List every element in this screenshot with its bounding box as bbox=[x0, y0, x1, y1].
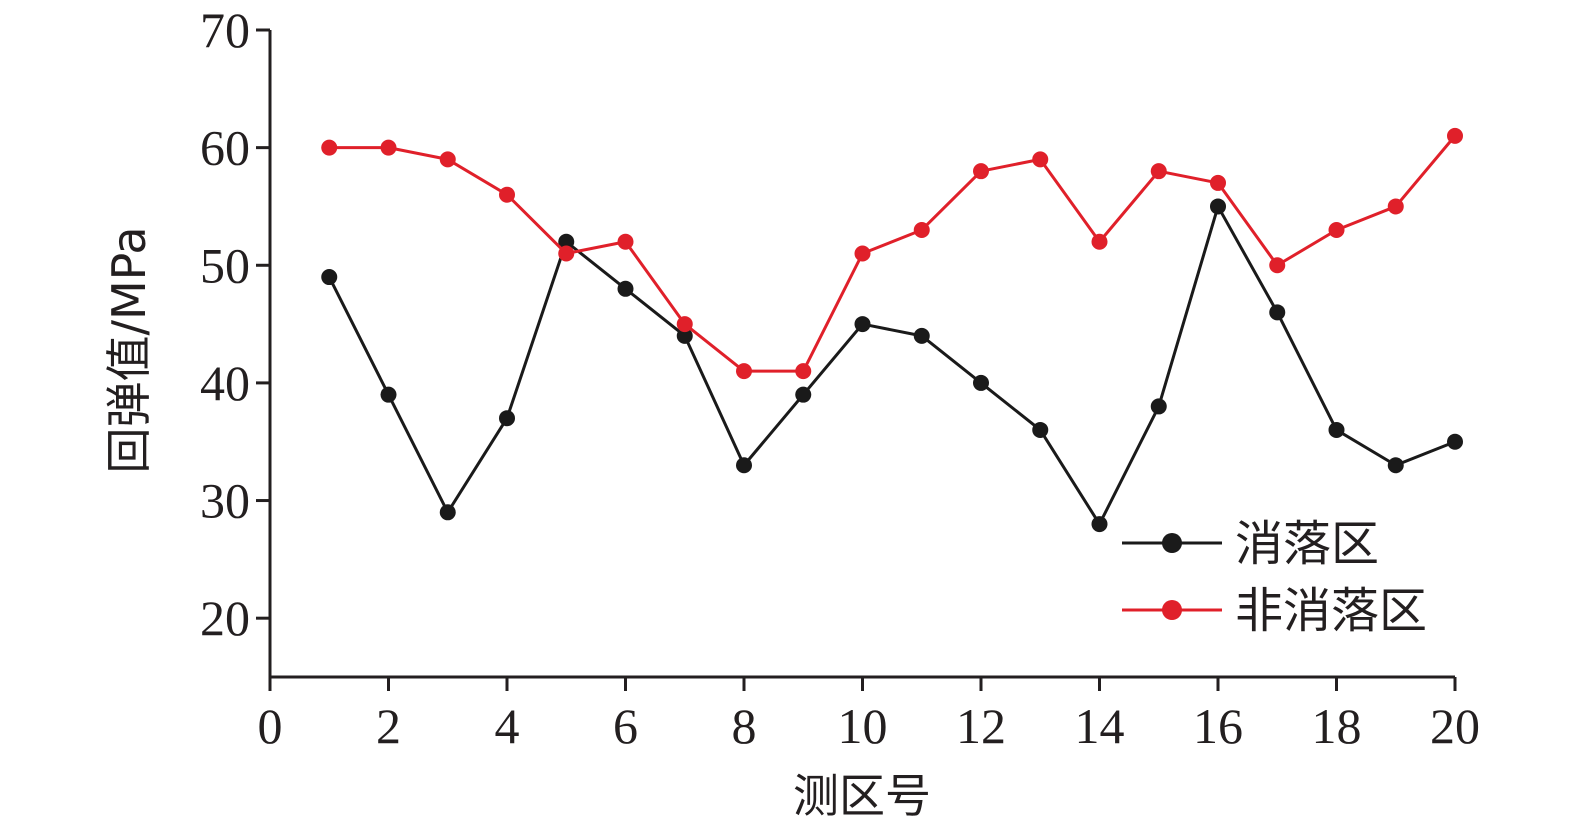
y-tick-label: 70 bbox=[200, 2, 250, 58]
data-point bbox=[1447, 127, 1463, 144]
y-ticks: 20 30 40 50 60 70 bbox=[200, 2, 270, 646]
data-point bbox=[736, 363, 752, 380]
data-point bbox=[854, 245, 871, 262]
data-point bbox=[321, 269, 338, 286]
y-tick-label: 20 bbox=[200, 590, 250, 646]
y-tick-label: 50 bbox=[200, 237, 250, 293]
data-point bbox=[321, 139, 338, 156]
x-tick-label: 12 bbox=[956, 698, 1006, 754]
data-point bbox=[973, 163, 989, 180]
data-point bbox=[1447, 433, 1463, 450]
series-layer bbox=[321, 127, 1463, 533]
data-point bbox=[439, 151, 456, 168]
x-tick-label: 4 bbox=[495, 698, 520, 754]
data-point bbox=[676, 327, 693, 344]
data-point bbox=[380, 386, 397, 403]
y-tick-label: 40 bbox=[200, 355, 250, 411]
x-tick-label: 2 bbox=[376, 698, 401, 754]
data-point bbox=[736, 457, 752, 474]
data-point bbox=[854, 316, 871, 333]
y-tick-label: 60 bbox=[200, 120, 250, 176]
legend-marker-0 bbox=[1162, 533, 1182, 553]
data-point bbox=[1387, 457, 1404, 474]
x-tick-label: 0 bbox=[258, 698, 283, 754]
legend-label-1: 非消落区 bbox=[1235, 583, 1427, 639]
data-point bbox=[439, 504, 456, 521]
data-point bbox=[617, 233, 634, 250]
data-point bbox=[380, 139, 397, 156]
data-point bbox=[558, 233, 575, 250]
data-point bbox=[1091, 233, 1108, 250]
data-point bbox=[1269, 257, 1286, 274]
data-point bbox=[1387, 198, 1404, 215]
legend-item-1: 非消落区 bbox=[1122, 583, 1427, 639]
data-point bbox=[499, 410, 515, 427]
y-tick-label: 30 bbox=[200, 473, 250, 529]
data-point bbox=[1032, 151, 1049, 168]
data-point bbox=[617, 280, 634, 297]
data-point bbox=[795, 386, 812, 403]
data-point bbox=[1032, 421, 1049, 438]
data-point bbox=[795, 363, 812, 380]
legend-marker-1 bbox=[1162, 600, 1182, 620]
data-point bbox=[1091, 516, 1108, 533]
series-0 bbox=[321, 198, 1463, 533]
legend: 消落区 非消落区 bbox=[1122, 516, 1427, 639]
y-axis-title: 回弹值/MPa bbox=[102, 226, 156, 473]
data-point bbox=[913, 327, 930, 344]
axes bbox=[268, 30, 1455, 679]
series-line-0 bbox=[327, 204, 1456, 526]
x-tick-label: 18 bbox=[1312, 698, 1362, 754]
data-point bbox=[1210, 198, 1226, 215]
data-point bbox=[1269, 304, 1286, 321]
x-tick-label: 20 bbox=[1430, 698, 1480, 754]
data-point bbox=[1150, 398, 1167, 415]
x-tick-label: 6 bbox=[613, 698, 638, 754]
x-tick-label: 16 bbox=[1193, 698, 1243, 754]
data-point bbox=[1328, 221, 1345, 238]
data-point bbox=[973, 374, 989, 391]
data-point bbox=[499, 186, 515, 203]
data-point bbox=[1328, 421, 1345, 438]
data-point bbox=[558, 245, 575, 262]
data-point bbox=[1210, 174, 1226, 191]
data-point bbox=[913, 221, 930, 238]
x-tick-label: 14 bbox=[1075, 698, 1125, 754]
legend-item-0: 消落区 bbox=[1122, 516, 1379, 572]
data-point bbox=[1150, 163, 1167, 180]
x-ticks: 0 2 4 6 8 10 12 14 16 18 20 bbox=[258, 677, 1480, 754]
series-1 bbox=[321, 127, 1463, 380]
data-point bbox=[676, 316, 693, 333]
legend-label-0: 消落区 bbox=[1235, 516, 1379, 572]
x-axis-title: 测区号 bbox=[793, 769, 931, 823]
x-tick-label: 8 bbox=[732, 698, 757, 754]
series-line-1 bbox=[329, 134, 1457, 373]
x-tick-label: 10 bbox=[838, 698, 888, 754]
